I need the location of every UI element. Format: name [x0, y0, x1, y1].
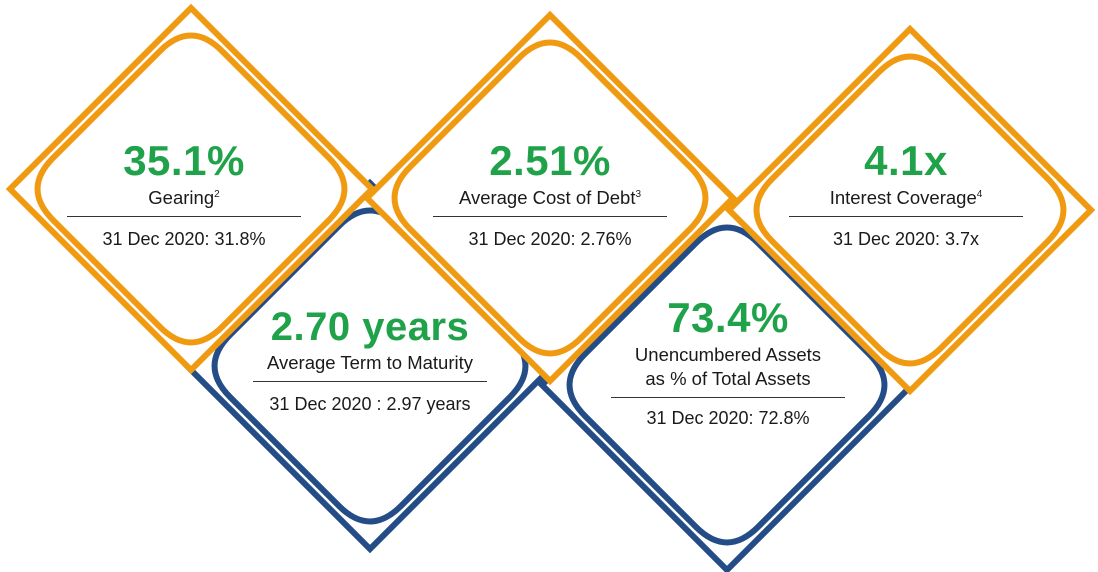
cost-of-debt-comparison: 31 Dec 2020: 2.76%	[468, 229, 632, 249]
gearing-label: Gearing2	[148, 187, 220, 208]
gearing-comparison: 31 Dec 2020: 31.8%	[102, 229, 266, 249]
card-average-term-to-maturity: 2.70 years Average Term to Maturity 31 D…	[232, 307, 508, 415]
diamond-interest-coverage	[724, 24, 1096, 396]
card-unencumbered-assets: 73.4% Unencumbered Assets as % of Total …	[600, 297, 856, 429]
card-average-cost-of-debt: 2.51% Average Cost of Debt3 31 Dec 2020:…	[415, 140, 685, 250]
diamond-average-cost-of-debt	[362, 10, 738, 386]
term-to-maturity-divider	[253, 381, 487, 382]
cost-of-debt-value: 2.51%	[489, 137, 611, 184]
unencumbered-value: 73.4%	[667, 294, 789, 341]
interest-coverage-label: Interest Coverage4	[829, 187, 983, 208]
interest-coverage-comparison: 31 Dec 2020: 3.7x	[832, 229, 980, 249]
interest-coverage-footnote: 4	[976, 188, 983, 200]
unencumbered-label-line2: as % of Total Assets	[645, 368, 811, 389]
term-to-maturity-value: 2.70 years	[270, 305, 470, 349]
gearing-footnote: 2	[214, 188, 220, 200]
diamond-gearing	[5, 3, 377, 375]
interest-coverage-divider	[789, 216, 1023, 217]
term-to-maturity-label: Average Term to Maturity	[267, 352, 473, 373]
card-gearing: 35.1% Gearing2 31 Dec 2020: 31.8%	[60, 140, 308, 250]
unencumbered-label: Unencumbered Assets as % of Total Assets	[600, 343, 856, 391]
gearing-divider	[67, 216, 301, 217]
unencumbered-comparison: 31 Dec 2020: 72.8%	[646, 408, 810, 428]
term-to-maturity-comparison: 31 Dec 2020 : 2.97 years	[269, 394, 471, 414]
gearing-value: 35.1%	[123, 137, 245, 184]
cost-of-debt-label: Average Cost of Debt3	[458, 187, 642, 208]
unencumbered-divider	[611, 397, 845, 398]
cost-of-debt-footnote: 3	[635, 188, 642, 200]
cost-of-debt-divider	[433, 216, 667, 217]
card-interest-coverage: 4.1x Interest Coverage4 31 Dec 2020: 3.7…	[782, 140, 1030, 250]
unencumbered-label-line1: Unencumbered Assets	[634, 344, 822, 365]
interest-coverage-value: 4.1x	[864, 137, 948, 184]
